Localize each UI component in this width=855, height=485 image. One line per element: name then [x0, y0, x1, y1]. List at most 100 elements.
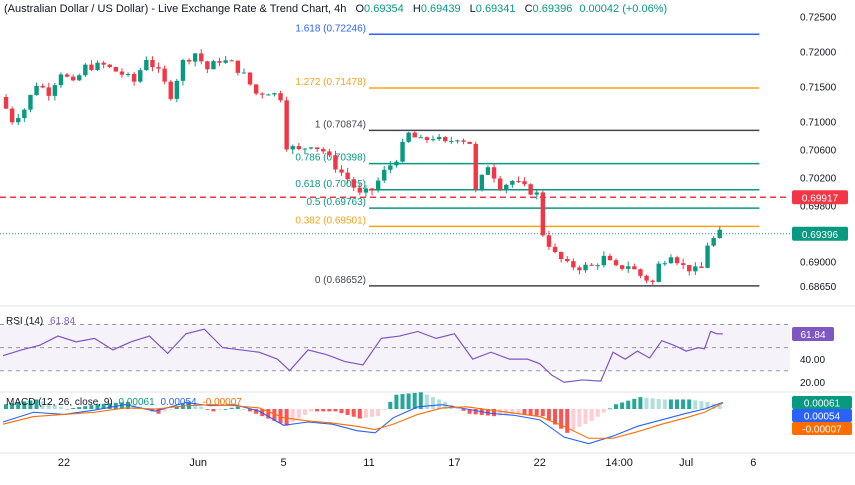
candle-body[interactable] [101, 62, 106, 65]
candle-body[interactable] [333, 155, 338, 170]
candle-body[interactable] [168, 81, 173, 99]
rsi-line[interactable] [2, 328, 723, 383]
candle-body[interactable] [424, 137, 430, 140]
candle-body[interactable] [241, 72, 247, 74]
candle-body[interactable] [156, 67, 161, 69]
candle-body[interactable] [131, 73, 137, 82]
candle-body[interactable] [461, 140, 466, 142]
candle-body[interactable] [34, 85, 39, 95]
candle-body[interactable] [9, 108, 15, 123]
candle-body[interactable] [632, 266, 637, 270]
candle-body[interactable] [314, 147, 320, 150]
candle-body[interactable] [260, 93, 265, 95]
candle-body[interactable] [516, 181, 521, 183]
candle-body[interactable] [388, 165, 393, 170]
candle-body[interactable] [644, 275, 649, 281]
candle-body[interactable] [339, 169, 344, 173]
candle-body[interactable] [70, 76, 76, 81]
candle-body[interactable] [583, 264, 588, 271]
candle-body[interactable] [64, 74, 70, 77]
candle-body[interactable] [162, 68, 167, 82]
candle-body[interactable] [558, 252, 564, 260]
candle-body[interactable] [540, 192, 546, 236]
candle-body[interactable] [430, 139, 436, 141]
candle-body[interactable] [345, 172, 350, 180]
candle-body[interactable] [229, 60, 234, 62]
candle-body[interactable] [357, 187, 363, 193]
candle-body[interactable] [595, 265, 600, 267]
candle-body[interactable] [436, 136, 442, 140]
candle-body[interactable] [40, 85, 45, 88]
candle-body[interactable] [266, 94, 271, 96]
candle-body[interactable] [107, 64, 112, 68]
candle-body[interactable] [302, 148, 308, 150]
candle-body[interactable] [247, 72, 253, 85]
candle-body[interactable] [83, 64, 88, 76]
candle-body[interactable] [699, 266, 704, 268]
candle-body[interactable] [528, 184, 533, 195]
candle-body[interactable] [491, 167, 497, 179]
candle-body[interactable] [46, 87, 51, 96]
candle-body[interactable] [705, 245, 710, 268]
candle-body[interactable] [113, 67, 119, 72]
candle-body[interactable] [278, 93, 283, 101]
candle-body[interactable] [186, 60, 192, 62]
candle-body[interactable] [28, 94, 33, 110]
candle-body[interactable] [504, 184, 509, 190]
candle-body[interactable] [77, 75, 82, 81]
candle-body[interactable] [180, 60, 186, 81]
candle-body[interactable] [668, 257, 674, 264]
candle-body[interactable] [95, 62, 100, 70]
candle-body[interactable] [546, 235, 552, 247]
candle-body[interactable] [522, 181, 527, 185]
candle-body[interactable] [284, 100, 289, 150]
candle-body[interactable] [680, 263, 686, 265]
candle-body[interactable] [308, 147, 314, 149]
candle-body[interactable] [290, 146, 295, 150]
candle-body[interactable] [656, 263, 661, 282]
candle-body[interactable] [412, 132, 417, 138]
candle-body[interactable] [638, 269, 643, 276]
candle-body[interactable] [174, 80, 180, 99]
candle-body[interactable] [296, 146, 302, 150]
candle-body[interactable] [192, 53, 198, 62]
candle-body[interactable] [497, 178, 503, 190]
candle-body[interactable] [16, 118, 21, 123]
candle-body[interactable] [571, 261, 576, 268]
candle-body[interactable] [565, 259, 570, 262]
candle-body[interactable] [321, 149, 326, 152]
candle-body[interactable] [272, 93, 277, 95]
candle-body[interactable] [382, 169, 387, 181]
candle-body[interactable] [223, 60, 228, 63]
candle-body[interactable] [650, 280, 655, 282]
candle-body[interactable] [217, 61, 222, 63]
candle-body[interactable] [327, 151, 332, 156]
candle-body[interactable] [607, 255, 613, 261]
candle-body[interactable] [485, 167, 491, 175]
macd-signal-line[interactable] [2, 402, 724, 439]
candle-body[interactable] [418, 137, 424, 139]
candle-body[interactable] [52, 85, 58, 96]
candle-body[interactable] [375, 180, 381, 191]
candle-body[interactable] [626, 266, 631, 269]
candle-body[interactable] [394, 161, 399, 166]
candle-body[interactable] [467, 141, 472, 144]
candle-body[interactable] [138, 70, 143, 82]
candle-body[interactable] [662, 263, 668, 265]
candle-body[interactable] [205, 61, 210, 70]
candle-body[interactable] [589, 264, 594, 266]
candle-body[interactable] [22, 109, 27, 119]
candle-body[interactable] [89, 64, 94, 70]
candle-body[interactable] [235, 60, 241, 73]
candle-body[interactable] [711, 238, 716, 246]
candle-body[interactable] [577, 267, 582, 271]
candle-body[interactable] [619, 265, 625, 269]
candle-body[interactable] [601, 255, 607, 266]
candle-body[interactable] [125, 73, 131, 75]
candle-body[interactable] [473, 143, 478, 190]
candle-body[interactable] [552, 246, 558, 253]
candle-body[interactable] [717, 229, 722, 239]
candle-body[interactable] [144, 60, 149, 71]
